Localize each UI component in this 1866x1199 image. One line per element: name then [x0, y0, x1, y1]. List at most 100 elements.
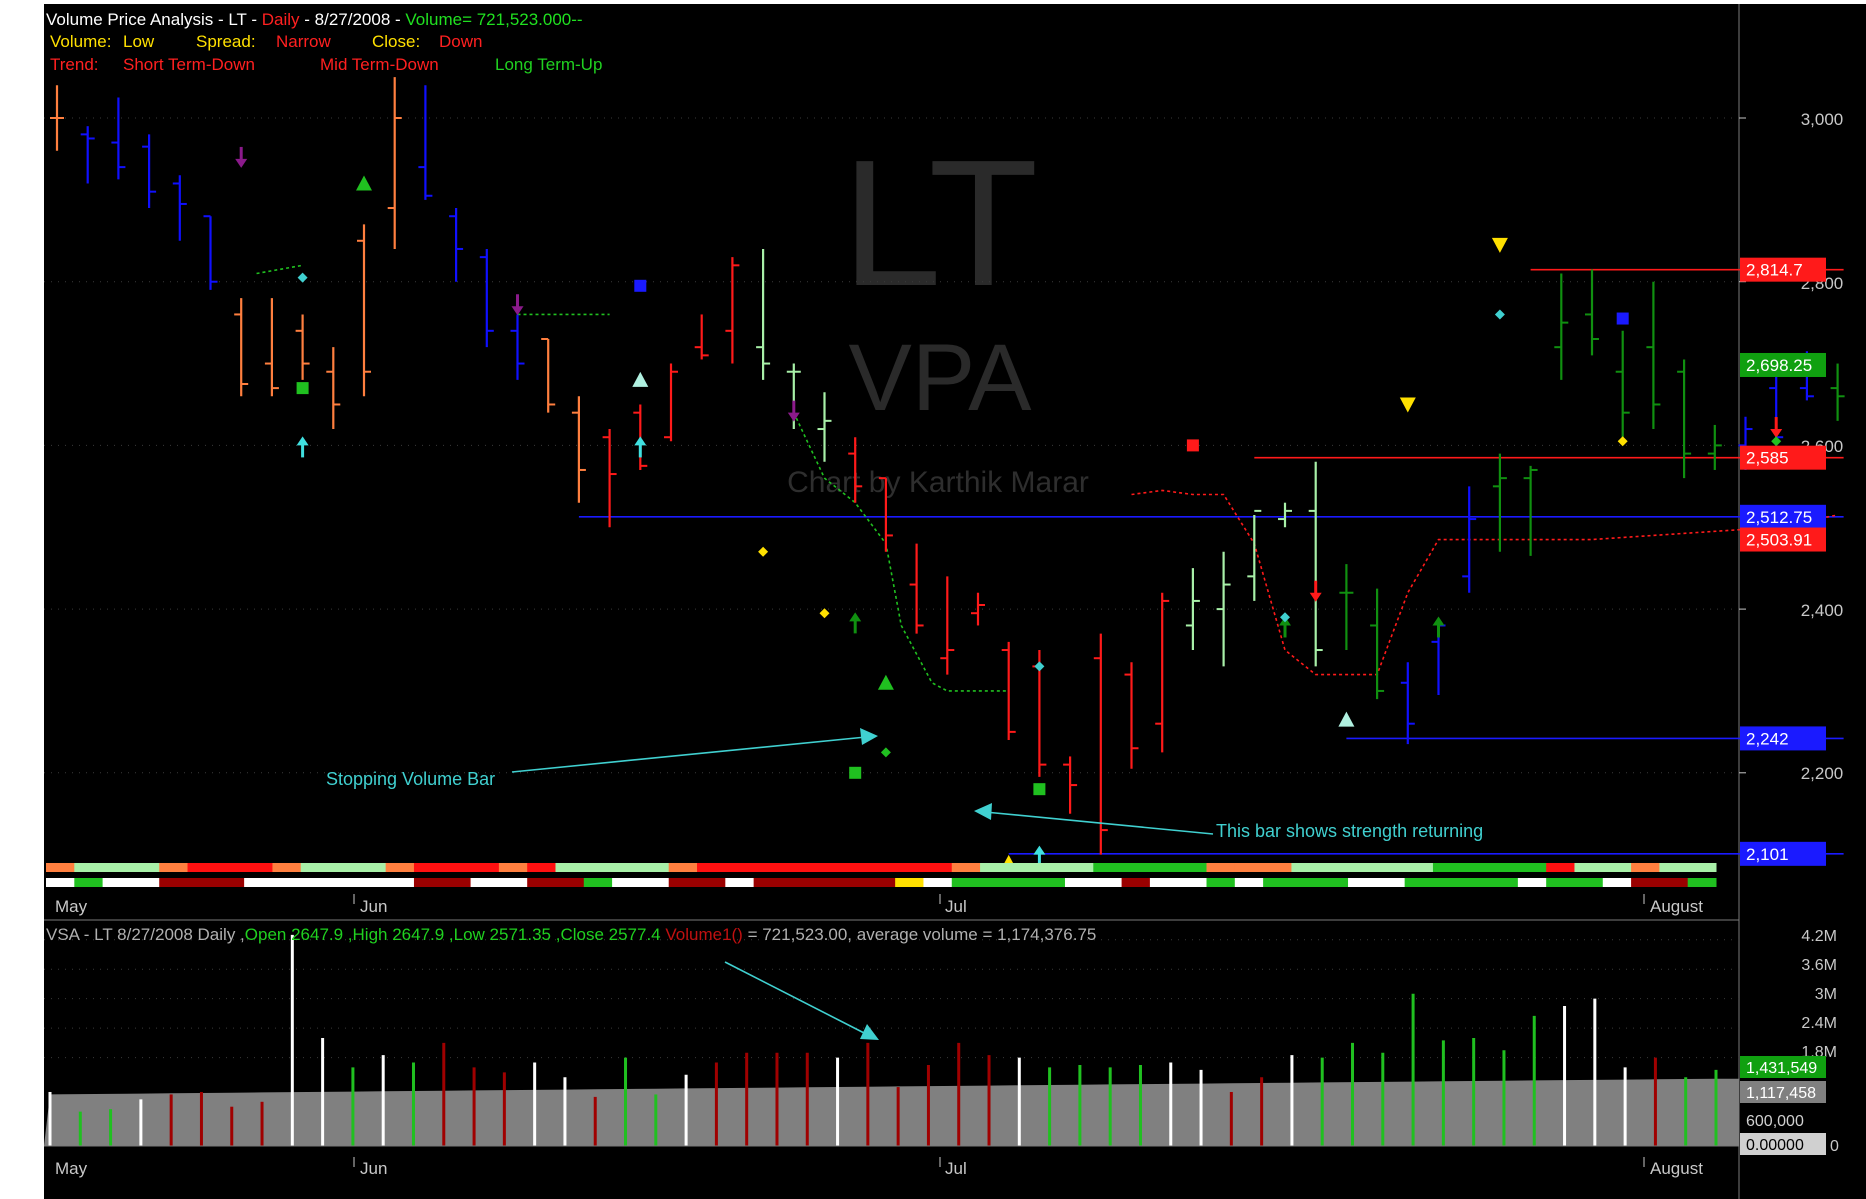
price-bar [264, 298, 279, 397]
strip-cell [1687, 878, 1717, 887]
strip-cell [923, 878, 953, 887]
strip-cell [895, 878, 924, 887]
volume-header-text: VSA - LT 8/27/2008 Daily ,Open 2647.9 ,H… [46, 925, 1096, 944]
price-bar [817, 392, 832, 462]
arrow-down-icon [787, 412, 800, 422]
square-icon [634, 279, 647, 292]
strip-cell [244, 863, 273, 872]
price-badge-box [1740, 445, 1826, 470]
strip-cell [980, 863, 1009, 872]
diamond-icon [1034, 661, 1045, 672]
strip-cell [159, 863, 189, 872]
strip-cell [810, 863, 840, 872]
strip-cell [187, 878, 217, 887]
strip-cell [555, 878, 585, 887]
price-bar [1124, 662, 1139, 769]
trend-label: Trend: [50, 55, 99, 74]
strip-cell [1121, 863, 1151, 872]
volume-annotation-arrow-head [860, 1024, 879, 1040]
volume-tick-label: 3.6M [1801, 957, 1837, 974]
strip-cell [1546, 878, 1575, 887]
volume-badge: 1,117,458 [1740, 1081, 1826, 1103]
price-bar [295, 314, 310, 380]
price-bar [50, 85, 64, 151]
price-badge-label: 2,512.75 [1746, 508, 1812, 527]
arrow-up-icon [849, 612, 862, 622]
strip-cell [413, 878, 443, 887]
strip-cell [1461, 878, 1491, 887]
strip-cell [1546, 863, 1575, 872]
price-bar [725, 257, 740, 364]
volume-grid [44, 939, 1739, 1059]
strip-cell [781, 863, 811, 872]
square-icon [849, 766, 862, 779]
strip-cell [215, 863, 245, 872]
status-spread-label: Spread: [196, 32, 256, 51]
strip-cell [498, 878, 528, 887]
strip-cell [385, 878, 415, 887]
strip-cell [442, 878, 472, 887]
price-bar [694, 314, 709, 360]
price-badge: 2,698.25 [1740, 352, 1826, 377]
price-bar [1523, 465, 1538, 556]
triangle-down-icon [1491, 237, 1508, 253]
strip-cell [1008, 878, 1038, 887]
price-bar [387, 77, 402, 249]
price-bar [1216, 551, 1231, 667]
price-bar [1830, 363, 1845, 421]
strip-cell [753, 878, 783, 887]
month-label: Jul [945, 897, 967, 916]
diamond-icon [880, 747, 891, 758]
vsa-signals [235, 146, 1783, 870]
price-time-axis: May Jun Jul August [55, 894, 1703, 916]
strip-cell [357, 863, 387, 872]
strip-cell [555, 863, 585, 872]
volume-badge-label: 1,117,458 [1746, 1085, 1816, 1102]
strip-cell [1489, 878, 1519, 887]
strip-cell [1432, 878, 1462, 887]
volume-average-area [44, 1078, 1739, 1146]
price-tick-label: 3,000 [1801, 110, 1844, 129]
strip-cell [1064, 863, 1094, 872]
price-bar [357, 224, 371, 397]
arrow-down-icon [1770, 429, 1783, 439]
square-icon [296, 382, 309, 395]
volume-badge-label: 600,000 [1746, 1113, 1804, 1130]
strip-cell [1319, 863, 1349, 872]
month-label: August [1650, 897, 1703, 916]
strip-cell [951, 863, 981, 872]
strip-cell [1517, 863, 1547, 872]
diamond-icon [1494, 309, 1505, 320]
strip-cell [130, 863, 160, 872]
strip-cell [385, 863, 415, 872]
strip-cell [1234, 878, 1264, 887]
price-badge-label: 2,503.91 [1746, 531, 1812, 550]
strip-cell [923, 863, 953, 872]
strip-cell [74, 863, 104, 872]
strip-cell [46, 878, 75, 887]
volume-badge-label: 1,431,549 [1746, 1060, 1817, 1077]
price-bar [1063, 756, 1078, 814]
chart-title: Volume Price Analysis - LT - Daily - 8/2… [46, 10, 583, 29]
price-bar [1462, 486, 1477, 593]
axis-background [1739, 4, 1866, 1199]
price-bar [234, 298, 249, 397]
price-badge-label: 2,585 [1746, 449, 1789, 468]
month-label: May [55, 897, 88, 916]
volume-header: VSA - LT 8/27/2008 Daily ,Open 2647.9 ,H… [46, 925, 1096, 944]
strip-cell [697, 863, 726, 872]
strip-cell [442, 863, 472, 872]
chart-background [44, 4, 1739, 1199]
price-badge: 2,512.75 [1740, 504, 1826, 529]
watermark-ticker: LT [842, 123, 1039, 324]
strip-cell [866, 878, 896, 887]
arrow-down-icon [1309, 592, 1322, 602]
volume-tick-label: 4.2M [1801, 928, 1837, 945]
arrow-up-icon [1033, 845, 1046, 855]
annotation-stopping-volume: Stopping Volume Bar [326, 769, 495, 789]
strip-cell [725, 863, 755, 872]
price-bar [571, 396, 586, 503]
arrow-down-icon [511, 306, 524, 316]
price-badges: 2,814.7 2,698.25 2,585 2,512.75 2,503.91 2,24… [1740, 257, 1826, 866]
price-tick-label: 2,400 [1801, 601, 1844, 620]
